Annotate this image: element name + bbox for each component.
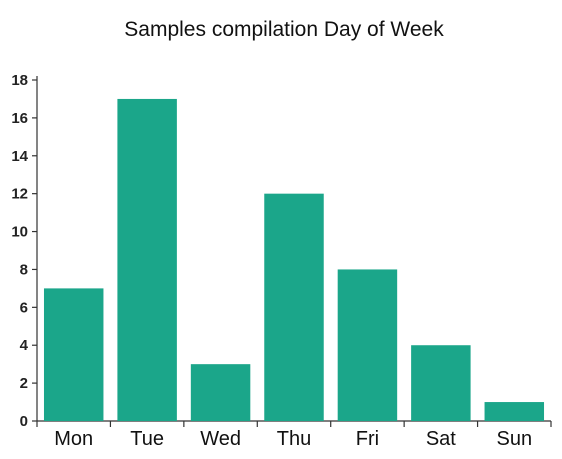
- bar-wed: [190, 364, 251, 421]
- bars-group: [43, 98, 545, 421]
- x-tick-label: Thu: [277, 428, 311, 450]
- y-tick-label: 2: [20, 375, 28, 392]
- y-tick-label: 16: [11, 110, 28, 127]
- x-tick-label: Sat: [426, 428, 456, 450]
- bar-mon: [43, 288, 104, 421]
- y-tick-label: 4: [20, 337, 29, 354]
- x-tick-label: Fri: [356, 428, 379, 450]
- x-tick-label: Tue: [130, 428, 164, 450]
- y-tick-label: 6: [20, 299, 28, 316]
- chart-title: Samples compilation Day of Week: [124, 18, 444, 41]
- y-tick-label: 18: [11, 72, 28, 89]
- bar-thu: [264, 193, 324, 421]
- y-tick-label: 10: [11, 224, 28, 241]
- y-axis: 0 2 4 6 8 10 12 14 16 18: [11, 72, 38, 430]
- y-tick-label: 0: [20, 413, 28, 430]
- bar-sun: [484, 402, 545, 421]
- bar-tue: [117, 98, 177, 421]
- y-tick-label: 12: [11, 186, 28, 203]
- bar-sat: [411, 345, 471, 421]
- x-tick-label: Mon: [54, 428, 93, 450]
- y-tick-label: 8: [20, 261, 28, 278]
- x-tick-label: Sun: [496, 428, 532, 450]
- x-axis: Mon Tue Wed Thu Fri Sat Sun: [36, 420, 552, 450]
- x-tick-label: Wed: [200, 428, 241, 450]
- y-tick-label: 14: [11, 148, 28, 165]
- bar-fri: [337, 269, 398, 421]
